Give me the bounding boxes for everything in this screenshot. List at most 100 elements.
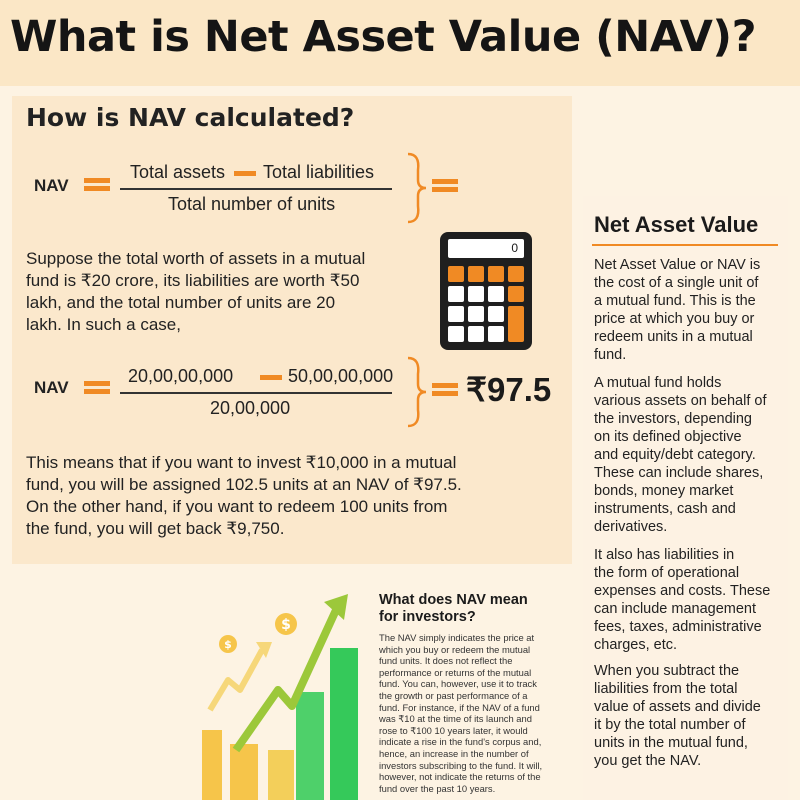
fraction-bar — [120, 392, 392, 394]
calculator-key — [468, 266, 484, 282]
growth-arrow-icon — [232, 608, 340, 753]
text-line: fund is ₹20 crore, its liabilities are w… — [26, 271, 360, 290]
text-line: you get the NAV. — [594, 753, 702, 769]
sidebar-paragraph: Net Asset Value or NAV is the cost of a … — [594, 256, 784, 364]
text-line: the form of operational — [594, 565, 740, 581]
equals-sign — [432, 179, 458, 192]
text-line: the investors, depending — [594, 411, 752, 427]
text-line: fund. — [594, 347, 627, 363]
formula-total-assets: Total assets — [130, 162, 226, 182]
calculator-key — [508, 266, 524, 282]
example-paragraph: Suppose the total worth of assets in a m… — [26, 248, 436, 336]
chart-bar — [268, 750, 294, 800]
sidebar-paragraph: When you subtract the liabilities from t… — [594, 662, 784, 770]
text-line: fund. You can, however, use it to track — [379, 678, 537, 690]
text-line: investors subscribing to the fund. It wi… — [379, 759, 543, 771]
svg-text:$: $ — [281, 617, 291, 633]
chart-bar — [330, 648, 358, 800]
brace-icon — [407, 356, 427, 428]
text-line: These can include shares, — [594, 465, 764, 481]
arrow-head-icon — [324, 594, 348, 620]
text-line: was ₹10 at the time of its launch and — [379, 713, 532, 725]
calculator-key — [448, 306, 464, 322]
text-line: fund. For instance, if the NAV of a fund — [379, 701, 540, 713]
text-line: fees, taxes, administrative — [594, 619, 762, 635]
sidebar-panel — [583, 196, 788, 800]
example-assets: 20,00,00,000 — [128, 366, 234, 386]
heading-line: for investors? — [379, 609, 476, 625]
sidebar-heading: Net Asset Value — [594, 212, 759, 237]
svg-text:$: $ — [224, 638, 232, 651]
calculator-key — [488, 286, 504, 302]
calculator-icon: 0 — [440, 232, 532, 350]
text-line: Suppose the total worth of assets in a m… — [26, 249, 366, 268]
text-line: hence, an increase in the number of — [379, 747, 529, 759]
calculator-key — [448, 326, 464, 342]
text-line: A mutual fund holds — [594, 375, 722, 391]
text-line: On the other hand, if you want to redeem… — [26, 497, 448, 516]
text-line: units in the mutual fund, — [594, 735, 748, 751]
text-line: the growth or past performance of a — [379, 689, 528, 701]
calculator-key — [488, 306, 504, 322]
text-line: the cost of a single unit of — [594, 275, 759, 291]
text-line: however, not indicate the returns of the — [379, 771, 541, 783]
text-line: redeem units in a mutual — [594, 329, 753, 345]
text-line: on its defined objective — [594, 429, 742, 445]
calculator-key — [508, 306, 524, 342]
investors-body: The NAV simply indicates the price at wh… — [379, 632, 569, 794]
text-line: liabilities from the total — [594, 681, 738, 697]
text-line: it by the total number of — [594, 717, 746, 733]
nav-result: ₹97.5 — [466, 371, 552, 408]
formula-total-liabilities: Total liabilities — [263, 162, 375, 182]
text-line: various assets on behalf of — [594, 393, 767, 409]
text-line: a mutual fund. This is the — [594, 293, 756, 309]
text-line: fund over the past 10 years. — [379, 782, 496, 794]
text-line: price at which you buy or — [594, 311, 755, 327]
nav-label: NAV — [34, 378, 69, 397]
calculator-key — [468, 286, 484, 302]
equals-sign — [84, 178, 110, 191]
minus-sign — [234, 171, 256, 176]
chart-bar — [230, 744, 258, 800]
arrow-head-icon — [256, 642, 272, 658]
formula-total-units: Total number of units — [168, 194, 336, 214]
text-line: lakh. In such a case, — [26, 315, 181, 334]
text-line: can include management — [594, 601, 757, 617]
sidebar-paragraph: A mutual fund holds various assets on be… — [594, 374, 784, 536]
text-line: Net Asset Value or NAV is — [594, 257, 761, 273]
text-line: expenses and costs. These — [594, 583, 771, 599]
equals-sign — [84, 381, 110, 394]
text-line: fund units. It does not reflect the — [379, 655, 513, 667]
nav-label: NAV — [34, 176, 69, 195]
brace-icon — [407, 152, 427, 224]
text-line: fund, you will be assigned 102.5 units a… — [26, 475, 462, 494]
conclusion-paragraph: This means that if you want to invest ₹1… — [26, 452, 546, 540]
text-line: charges, etc. — [594, 637, 678, 653]
text-line: When you subtract the — [594, 663, 740, 679]
investors-heading: What does NAV mean for investors? — [379, 592, 569, 626]
calculation-heading: How is NAV calculated? — [26, 103, 355, 132]
text-line: rose to ₹100 10 years later, it would — [379, 724, 528, 736]
minus-sign — [260, 375, 282, 380]
calculator-display: 0 — [448, 239, 524, 258]
text-line: the fund, you will get back ₹9,750. — [26, 519, 285, 538]
text-line: The NAV simply indicates the price at — [379, 632, 535, 643]
text-line: performance or returns of the mutual — [379, 666, 532, 678]
calculator-key — [468, 326, 484, 342]
sidebar-paragraph: It also has liabilities in the form of o… — [594, 546, 784, 654]
page-title: What is Net Asset Value (NAV)? — [10, 12, 757, 62]
heading-underline — [592, 244, 778, 246]
example-liabilities: 50,00,00,000 — [288, 366, 394, 386]
calculator-key — [488, 266, 504, 282]
text-line: value of assets and divide — [594, 699, 761, 715]
chart-bar — [202, 730, 222, 800]
text-line: This means that if you want to invest ₹1… — [26, 453, 457, 472]
text-line: instruments, cash and — [594, 501, 736, 517]
text-line: derivatives. — [594, 519, 668, 535]
chart-bar — [296, 692, 324, 800]
example-units: 20,00,000 — [210, 398, 291, 418]
text-line: which you buy or redeem the mutual — [379, 643, 531, 655]
heading-line: What does NAV mean — [379, 592, 528, 608]
text-line: and equity/debt category. — [594, 447, 756, 463]
growth-arrow-icon — [207, 648, 265, 712]
